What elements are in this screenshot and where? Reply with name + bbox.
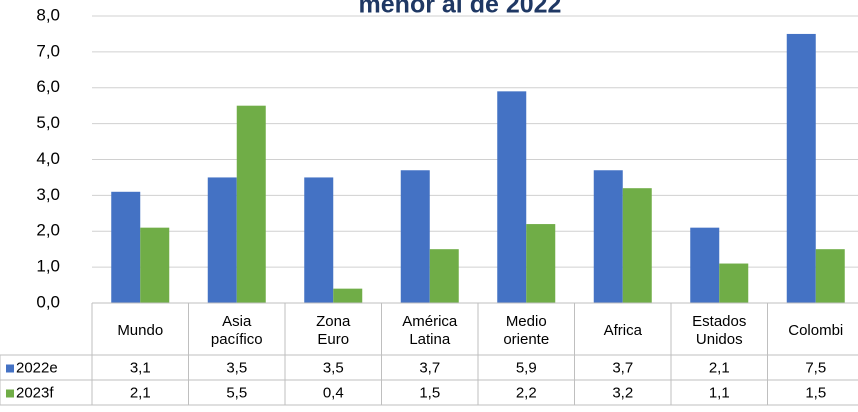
bar: [333, 288, 363, 303]
chart-title: menor al de 2022: [359, 0, 562, 19]
bar: [207, 177, 237, 303]
legend-swatch: [6, 389, 14, 398]
bar: [815, 249, 845, 303]
data-label: 7,5: [805, 359, 826, 376]
bar: [497, 91, 527, 304]
y-tick-label: 4,0: [36, 149, 60, 168]
data-label: 5,5: [226, 384, 247, 401]
legend-label: 2022e: [16, 359, 58, 376]
data-label: 1,5: [805, 384, 826, 401]
data-label: 5,9: [516, 359, 537, 376]
data-label: 3,2: [612, 384, 633, 401]
data-label: 3,5: [226, 359, 247, 376]
bar: [786, 33, 816, 303]
y-tick-label: 2,0: [36, 221, 60, 240]
y-tick-label: 5,0: [36, 113, 60, 132]
data-label: 2,1: [709, 359, 730, 376]
x-tick-label: Mundo: [117, 322, 163, 339]
bar: [429, 249, 459, 303]
data-label: 2,2: [516, 384, 537, 401]
x-tick-label: Zona Euro: [316, 313, 351, 348]
x-tick-label: Estados Unidos: [692, 313, 746, 348]
x-tick-label: Asia pacífico: [211, 313, 263, 348]
y-tick-label: 7,0: [36, 41, 60, 60]
bar: [526, 224, 556, 303]
bar: [719, 263, 749, 303]
y-tick-label: 3,0: [36, 185, 60, 204]
bar: [593, 170, 623, 303]
data-label: 3,7: [419, 359, 440, 376]
data-label: 3,5: [323, 359, 344, 376]
data-label: 1,5: [419, 384, 440, 401]
data-label: 3,1: [130, 359, 151, 376]
y-tick-label: 1,0: [36, 257, 60, 276]
x-tick-label: Medio oriente: [503, 313, 549, 348]
bar: [236, 105, 266, 303]
bar: [622, 188, 652, 303]
data-label: 2,1: [130, 384, 151, 401]
y-tick-label: 8,0: [36, 5, 60, 24]
bar: [690, 227, 720, 303]
bar: [111, 191, 141, 303]
x-tick-label: Africa: [604, 322, 643, 339]
x-tick-label: Colombi: [788, 322, 843, 339]
data-label: 1,1: [709, 384, 730, 401]
bar: [140, 227, 170, 303]
legend-label: 2023f: [16, 384, 54, 401]
y-tick-label: 0,0: [36, 292, 60, 311]
data-label: 3,7: [612, 359, 633, 376]
bar: [400, 170, 430, 303]
bar: [304, 177, 334, 303]
legend-swatch: [6, 364, 14, 373]
x-tick-label: América Latina: [402, 313, 458, 348]
data-label: 0,4: [323, 384, 344, 401]
y-tick-label: 6,0: [36, 77, 60, 96]
